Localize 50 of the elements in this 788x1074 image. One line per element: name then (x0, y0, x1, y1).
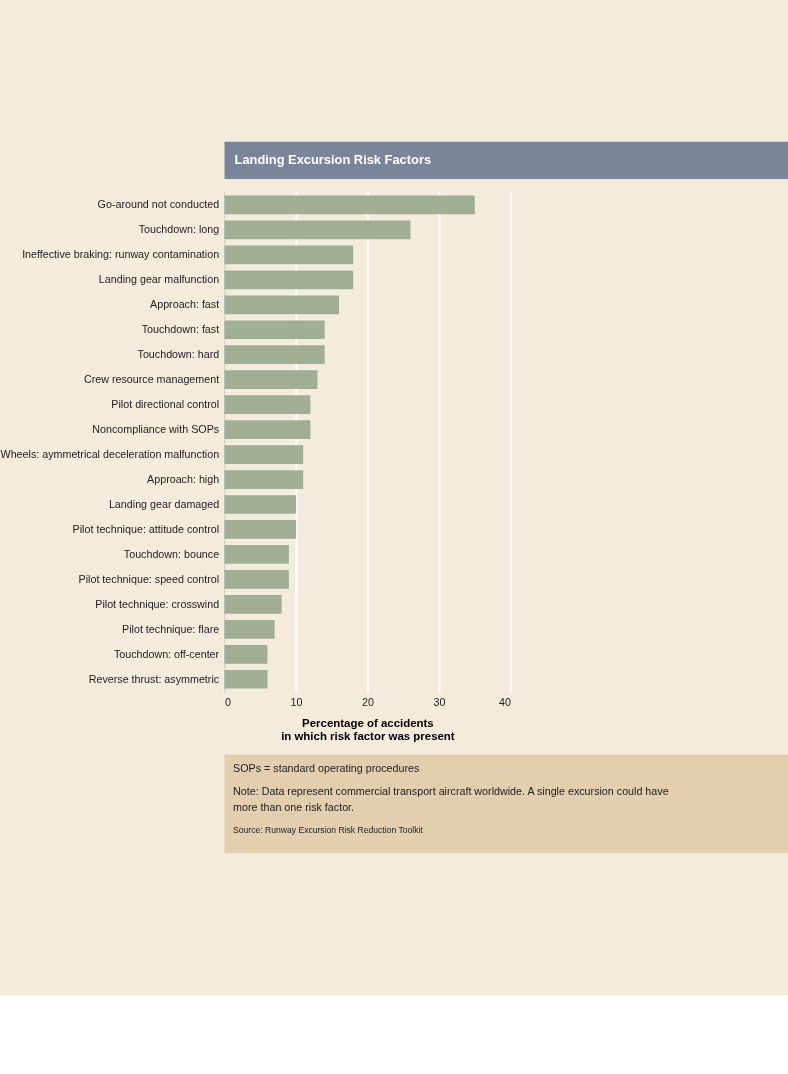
y-tick-label: Ineffective braking: runway contamination (22, 248, 220, 261)
bar (224, 420, 311, 439)
y-tick-label: Approach: high (147, 473, 220, 486)
bar (224, 644, 268, 664)
bar (224, 270, 354, 290)
y-tick-label: Noncompliance with SOPs (92, 423, 220, 436)
bar (224, 245, 354, 265)
bar (224, 619, 275, 639)
x-tick-label: 10 (290, 695, 303, 708)
y-tick-label: Crew resource management (83, 373, 220, 386)
bar (224, 669, 268, 689)
bar (224, 520, 297, 539)
x-tick-label: 40 (498, 695, 511, 708)
text: Note: Data represent commercial transport aircraft worldwide. A single excursion could have more than one risk factor. (233, 785, 669, 814)
bar (224, 195, 475, 215)
y-tick-label: Pilot technique: crosswind (95, 597, 220, 610)
bar (224, 220, 411, 240)
bar (224, 445, 304, 464)
y-tick-label: Touchdown: off-center (113, 647, 220, 660)
chart-title: Landing Excursion Risk Factors (234, 151, 432, 167)
bar (224, 470, 304, 489)
text: SOPs = standard operating procedures (233, 762, 420, 775)
y-tick-label: Reverse thrust: asymmetric (88, 672, 220, 685)
bar (224, 495, 297, 514)
y-tick-label: Wheels: aymmetrical deceleration malfunction (0, 448, 220, 461)
source-note: Source: Runway Excursion Risk Reduction Toolkit (233, 825, 424, 836)
y-tick-label: Pilot technique: speed control (78, 572, 220, 585)
x-tick-label: 0 (224, 695, 231, 708)
y-tick-label: Touchdown: fast (141, 323, 220, 336)
y-tick-label: Go-around not conducted (97, 198, 220, 211)
y-tick-label: Pilot technique: attitude control (72, 523, 220, 536)
bar (224, 295, 339, 315)
bar (224, 370, 318, 390)
y-tick-label: Approach: fast (150, 298, 220, 311)
bar (224, 594, 282, 614)
x-tick-label: 20 (361, 695, 374, 708)
y-tick-label: Pilot directional control (111, 398, 220, 411)
bar (224, 545, 289, 564)
y-tick-label: Touchdown: long (138, 223, 220, 236)
bar (224, 320, 325, 340)
bar (224, 395, 311, 414)
bar (224, 570, 289, 589)
y-tick-label: Landing gear damaged (108, 498, 220, 511)
y-tick-label: Pilot technique: flare (122, 622, 220, 635)
bar (224, 345, 325, 365)
x-axis-title: Percentage of accidents in which risk factor was present (281, 717, 455, 742)
y-tick-label: Touchdown: bounce (123, 548, 220, 560)
y-tick-label: Landing gear malfunction (98, 273, 220, 286)
x-tick-label: 30 (433, 695, 446, 708)
y-tick-label: Touchdown: hard (137, 348, 220, 361)
